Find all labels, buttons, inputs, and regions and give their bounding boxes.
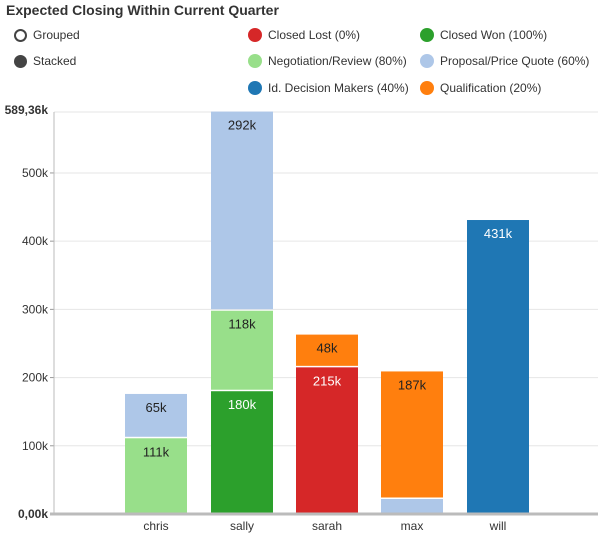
xtick-label-sarah: sarah bbox=[312, 519, 342, 533]
legend-swatch-1 bbox=[420, 28, 434, 42]
legend-item-4[interactable]: Id. Decision Makers (40%) bbox=[248, 81, 409, 95]
legend-swatch-5 bbox=[420, 81, 434, 95]
bar-sally-s2 bbox=[211, 310, 273, 390]
ytick-label-4: 500k bbox=[22, 166, 49, 180]
xtick-label-max: max bbox=[401, 519, 424, 533]
legend-item-2[interactable]: Negotiation/Review (80%) bbox=[248, 54, 407, 68]
ytick-label-zero: 0,00k bbox=[18, 507, 48, 521]
bar-sally-s1 bbox=[211, 391, 273, 513]
data-label-will-s4: 431k bbox=[484, 226, 513, 241]
legend-swatch-4 bbox=[248, 81, 262, 95]
ytick-label-3: 400k bbox=[22, 234, 49, 248]
data-label-sally-s3: 292k bbox=[228, 118, 257, 133]
data-label-sally-s2: 118k bbox=[228, 317, 256, 332]
chart-title: Expected Closing Within Current Quarter bbox=[6, 2, 279, 18]
xtick-label-will: will bbox=[489, 519, 507, 533]
bar-sally-s3 bbox=[211, 111, 273, 310]
data-label-max-s5: 187k bbox=[398, 377, 427, 392]
xtick-label-chris: chris bbox=[143, 519, 168, 533]
ytick-label-2: 300k bbox=[22, 302, 49, 316]
legend-swatch-3 bbox=[420, 54, 434, 68]
xtick-label-sally: sally bbox=[230, 519, 254, 533]
bar-will-s4 bbox=[467, 220, 529, 513]
ytick-label-0: 100k bbox=[22, 439, 49, 453]
grouped-label: Grouped bbox=[33, 28, 80, 42]
bar-chris-s3 bbox=[125, 393, 187, 437]
stacked-radio-circle[interactable] bbox=[14, 54, 27, 68]
legend-label-4: Id. Decision Makers (40%) bbox=[268, 81, 409, 95]
legend-label-0: Closed Lost (0%) bbox=[268, 28, 361, 42]
bar-sarah-s0 bbox=[296, 367, 358, 513]
legend-label-1: Closed Won (100%) bbox=[440, 28, 548, 42]
legend-item-5[interactable]: Qualification (20%) bbox=[420, 81, 541, 95]
legend-item-1[interactable]: Closed Won (100%) bbox=[420, 28, 547, 42]
legend-swatch-2 bbox=[248, 54, 262, 68]
legend-item-3[interactable]: Proposal/Price Quote (60%) bbox=[420, 54, 589, 68]
stacked-radio[interactable]: Stacked bbox=[14, 54, 76, 68]
data-label-sarah-s0: 215k bbox=[313, 373, 342, 388]
legend-item-0[interactable]: Closed Lost (0%) bbox=[248, 28, 360, 42]
data-label-sarah-s5: 48k bbox=[317, 341, 338, 356]
data-label-sally-s1: 180k bbox=[228, 397, 257, 412]
legend-swatch-0 bbox=[248, 28, 262, 42]
legend-label-5: Qualification (20%) bbox=[440, 81, 542, 95]
ytick-label-max: 589,36k bbox=[5, 103, 49, 117]
legend-label-2: Negotiation/Review (80%) bbox=[268, 54, 407, 68]
data-label-chris-s2: 111k bbox=[143, 444, 170, 459]
bar-chris-s2 bbox=[125, 438, 187, 513]
data-label-chris-s3: 65k bbox=[146, 400, 167, 415]
bar-max-s3 bbox=[381, 498, 443, 513]
bar-sarah-s5 bbox=[296, 334, 358, 366]
grouped-radio[interactable]: Grouped bbox=[14, 28, 80, 42]
grouped-radio-circle[interactable] bbox=[14, 28, 27, 42]
stacked-label: Stacked bbox=[33, 54, 77, 68]
bar-max-s5 bbox=[381, 371, 443, 498]
legend-label-3: Proposal/Price Quote (60%) bbox=[440, 54, 590, 68]
ytick-label-1: 200k bbox=[22, 371, 49, 385]
